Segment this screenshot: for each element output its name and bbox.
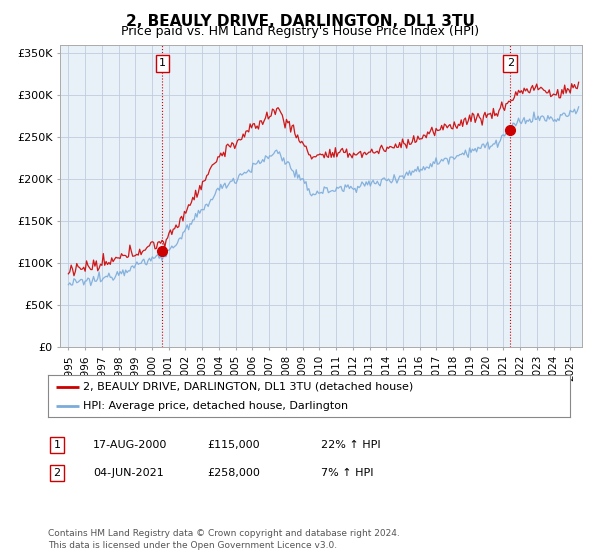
Text: HPI: Average price, detached house, Darlington: HPI: Average price, detached house, Darl… [83,402,349,411]
Text: 7% ↑ HPI: 7% ↑ HPI [321,468,373,478]
Text: 2, BEAULY DRIVE, DARLINGTON, DL1 3TU: 2, BEAULY DRIVE, DARLINGTON, DL1 3TU [125,14,475,29]
Text: £258,000: £258,000 [207,468,260,478]
Text: £115,000: £115,000 [207,440,260,450]
Text: 04-JUN-2021: 04-JUN-2021 [93,468,164,478]
Text: This data is licensed under the Open Government Licence v3.0.: This data is licensed under the Open Gov… [48,541,337,550]
Text: 2: 2 [507,58,514,68]
Text: 2, BEAULY DRIVE, DARLINGTON, DL1 3TU (detached house): 2, BEAULY DRIVE, DARLINGTON, DL1 3TU (de… [83,382,414,392]
Text: 17-AUG-2000: 17-AUG-2000 [93,440,167,450]
Text: Contains HM Land Registry data © Crown copyright and database right 2024.: Contains HM Land Registry data © Crown c… [48,529,400,538]
Text: 1: 1 [53,440,61,450]
Text: 2: 2 [53,468,61,478]
Text: Price paid vs. HM Land Registry's House Price Index (HPI): Price paid vs. HM Land Registry's House … [121,25,479,38]
Text: 22% ↑ HPI: 22% ↑ HPI [321,440,380,450]
Text: 1: 1 [159,58,166,68]
